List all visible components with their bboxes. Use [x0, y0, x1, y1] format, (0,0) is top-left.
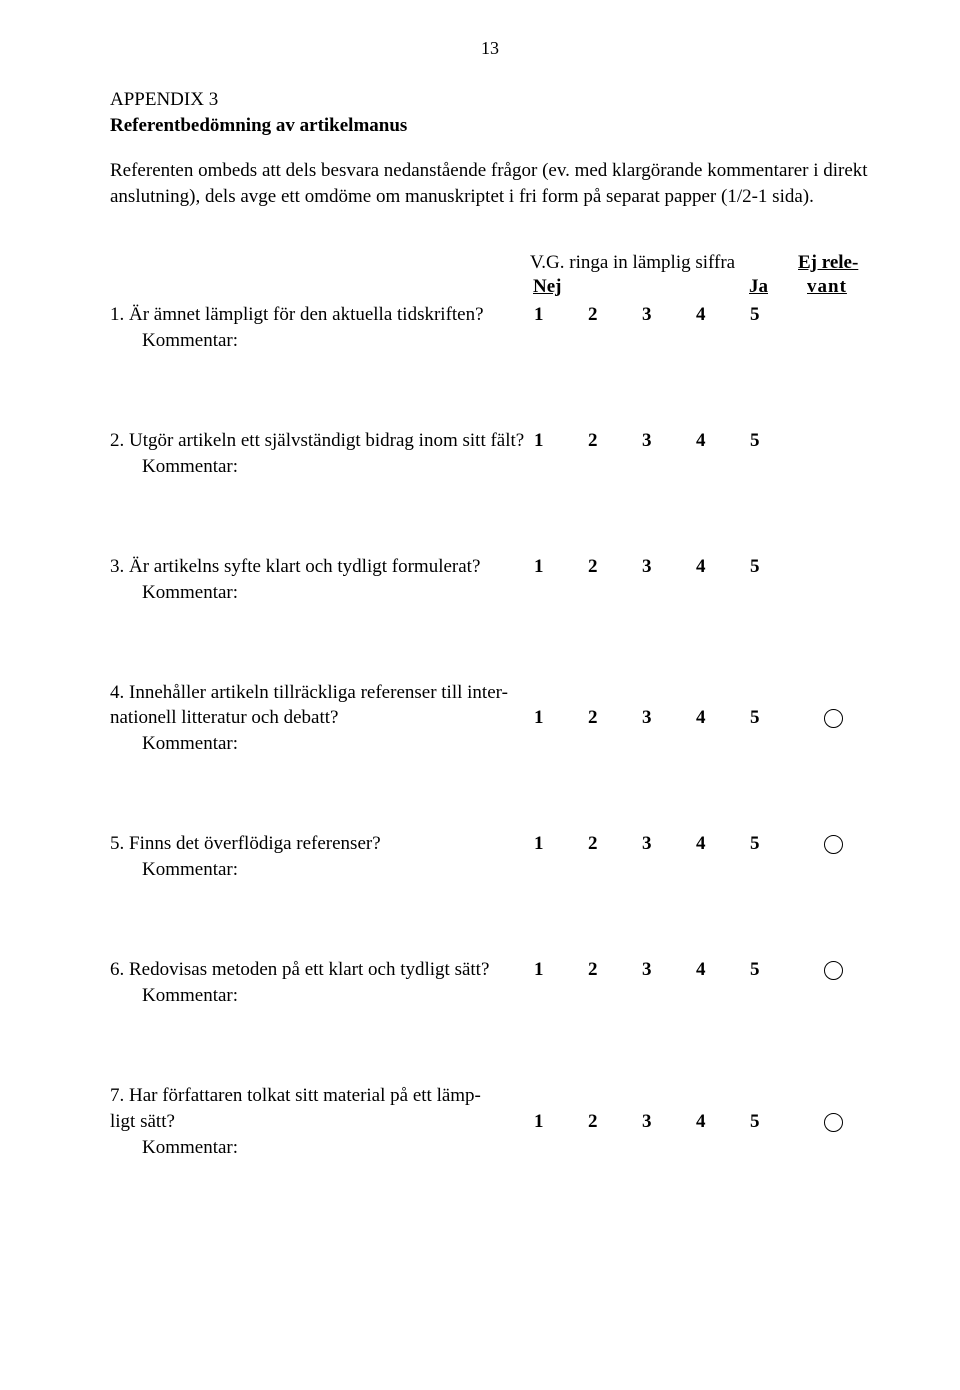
- question-4-line1: 4. Innehåller artikeln tillräckliga refe…: [110, 680, 540, 706]
- question-6-scale[interactable]: 12345: [534, 959, 804, 981]
- question-5-ej-relevant-circle[interactable]: [824, 835, 843, 854]
- scale-3[interactable]: 3: [642, 304, 696, 326]
- title: Referentbedömning av artikelmanus: [110, 115, 407, 136]
- ja-label: Ja: [749, 276, 768, 298]
- question-3: 3. Är artikelns syfte klart och tydligt …: [110, 554, 870, 604]
- scale-1[interactable]: 1: [534, 430, 588, 452]
- scale-1[interactable]: 1: [534, 556, 588, 578]
- question-1: 1. Är ämnet lämpligt för den aktuella ti…: [110, 302, 870, 352]
- scale-2[interactable]: 2: [588, 707, 642, 729]
- scale-1[interactable]: 1: [534, 304, 588, 326]
- question-5-scale[interactable]: 12345: [534, 833, 804, 855]
- scale-2[interactable]: 2: [588, 430, 642, 452]
- question-4-line2: nationell litteratur och debatt?: [110, 705, 338, 731]
- question-1-comment-label: Kommentar:: [110, 330, 870, 352]
- appendix-label: APPENDIX 3: [110, 89, 218, 110]
- scale-3[interactable]: 3: [642, 707, 696, 729]
- question-7-scale[interactable]: 12345: [534, 1111, 804, 1133]
- question-6-text: 6. Redovisas metoden på ett klart och ty…: [110, 957, 489, 983]
- question-3-text: 3. Är artikelns syfte klart och tydligt …: [110, 554, 480, 580]
- question-2-scale[interactable]: 12345: [534, 430, 804, 452]
- scale-2[interactable]: 2: [588, 1111, 642, 1133]
- intro-text: Referenten ombeds att dels besvara nedan…: [110, 158, 870, 209]
- heading-block: APPENDIX 3 Referentbedömning av artikelm…: [110, 87, 870, 138]
- scale-4[interactable]: 4: [696, 556, 750, 578]
- question-4-scale[interactable]: 12345: [534, 707, 804, 729]
- question-2: 2. Utgör artikeln ett självständigt bidr…: [110, 428, 870, 478]
- question-3-scale[interactable]: 12345: [534, 556, 804, 578]
- scale-2[interactable]: 2: [588, 833, 642, 855]
- scale-4[interactable]: 4: [696, 833, 750, 855]
- scale-3[interactable]: 3: [642, 430, 696, 452]
- question-4: 4. Innehåller artikeln tillräckliga refe…: [110, 680, 870, 756]
- question-1-scale[interactable]: 12345: [534, 304, 804, 326]
- scale-3[interactable]: 3: [642, 959, 696, 981]
- scale-5[interactable]: 5: [750, 556, 804, 578]
- scale-5[interactable]: 5: [750, 707, 804, 729]
- question-4-comment-label: Kommentar:: [110, 733, 870, 755]
- scale-4[interactable]: 4: [696, 1111, 750, 1133]
- page: 13 APPENDIX 3 Referentbedömning av artik…: [0, 0, 960, 1390]
- scale-1[interactable]: 1: [534, 959, 588, 981]
- question-2-text: 2. Utgör artikeln ett självständigt bidr…: [110, 428, 524, 454]
- scale-4[interactable]: 4: [696, 430, 750, 452]
- scale-3[interactable]: 3: [642, 1111, 696, 1133]
- scale-2[interactable]: 2: [588, 959, 642, 981]
- question-5-text: 5. Finns det överflödiga referenser?: [110, 831, 381, 857]
- scale-4[interactable]: 4: [696, 959, 750, 981]
- vg-instruction: V.G. ringa in lämplig siffra: [530, 252, 735, 274]
- question-2-comment-label: Kommentar:: [110, 456, 870, 478]
- scale-3[interactable]: 3: [642, 833, 696, 855]
- scale-header: V.G. ringa in lämplig siffra Ej rele- Ne…: [110, 252, 870, 300]
- scale-5[interactable]: 5: [750, 959, 804, 981]
- scale-4[interactable]: 4: [696, 707, 750, 729]
- scale-5[interactable]: 5: [750, 304, 804, 326]
- question-5: 5. Finns det överflödiga referenser? 123…: [110, 831, 870, 881]
- ej-rele-label: Ej rele-: [798, 252, 858, 274]
- question-1-text: 1. Är ämnet lämpligt för den aktuella ti…: [110, 302, 484, 328]
- scale-2[interactable]: 2: [588, 556, 642, 578]
- page-number: 13: [110, 38, 870, 59]
- scale-1[interactable]: 1: [534, 1111, 588, 1133]
- scale-3[interactable]: 3: [642, 556, 696, 578]
- question-3-comment-label: Kommentar:: [110, 582, 870, 604]
- question-7-comment-label: Kommentar:: [110, 1137, 870, 1159]
- question-7-line2: ligt sätt?: [110, 1109, 175, 1135]
- question-6-ej-relevant-circle[interactable]: [824, 961, 843, 980]
- scale-2[interactable]: 2: [588, 304, 642, 326]
- scale-5[interactable]: 5: [750, 430, 804, 452]
- vant-label: vant: [807, 276, 847, 298]
- question-6-comment-label: Kommentar:: [110, 985, 870, 1007]
- nej-label: Nej: [533, 276, 561, 298]
- question-7-line1: 7. Har författaren tolkat sitt material …: [110, 1083, 540, 1109]
- question-6: 6. Redovisas metoden på ett klart och ty…: [110, 957, 870, 1007]
- question-5-comment-label: Kommentar:: [110, 859, 870, 881]
- question-4-ej-relevant-circle[interactable]: [824, 709, 843, 728]
- question-7: 7. Har författaren tolkat sitt material …: [110, 1083, 870, 1159]
- scale-5[interactable]: 5: [750, 1111, 804, 1133]
- question-7-ej-relevant-circle[interactable]: [824, 1113, 843, 1132]
- scale-5[interactable]: 5: [750, 833, 804, 855]
- scale-4[interactable]: 4: [696, 304, 750, 326]
- scale-1[interactable]: 1: [534, 833, 588, 855]
- scale-1[interactable]: 1: [534, 707, 588, 729]
